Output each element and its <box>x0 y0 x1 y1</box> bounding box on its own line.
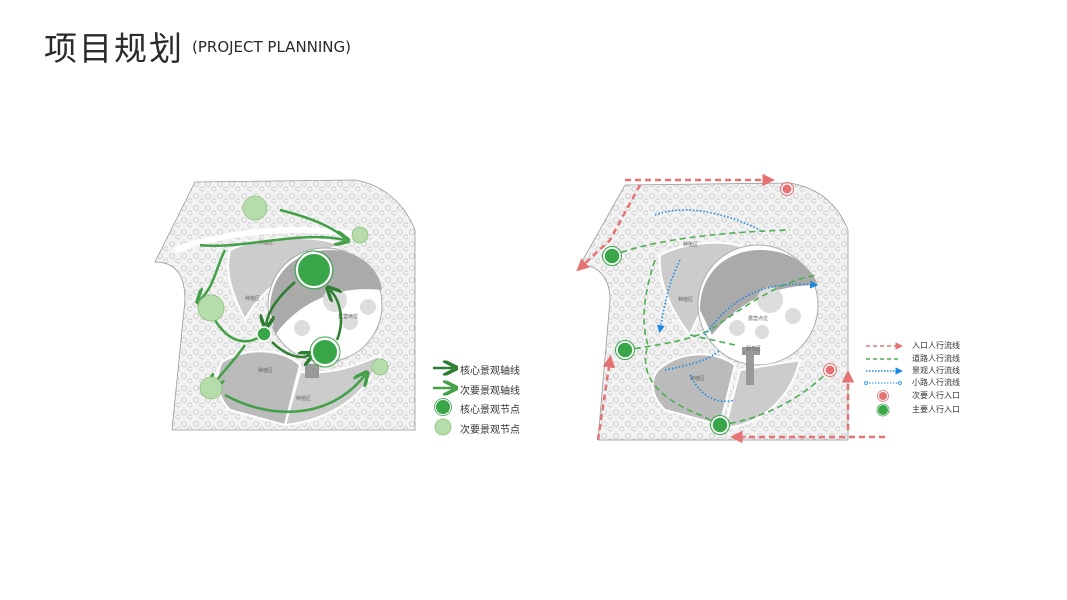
zone-label: 种植区 <box>678 296 693 303</box>
dark-green-circle-icon <box>434 398 452 416</box>
secondary-nodes <box>197 195 389 400</box>
page-title: 项目规划 <box>44 29 184 68</box>
left-site-plan: 种植区 种植区 种植区 种植区 露营点位 <box>154 179 416 431</box>
light-green-circle-icon <box>434 418 452 436</box>
pink-circle-icon <box>877 390 889 402</box>
zone-label: 种植区 <box>296 395 311 402</box>
blue-dotted-line-icon <box>864 381 902 385</box>
core-nodes <box>256 250 341 368</box>
legend-secondary-node: 次要景观节点 <box>460 425 520 436</box>
legend-core-axis: 核心景观轴线 <box>460 366 520 377</box>
zone-label: 种植区 <box>258 367 273 374</box>
service-label: 服务区 <box>746 345 761 352</box>
legend-entry-flow: 入口人行流线 <box>912 341 960 350</box>
main-entrances <box>602 246 730 435</box>
page-subtitle: (PROJECT PLANNING) <box>192 38 352 56</box>
legend-secondary-entrance: 次要人行入口 <box>912 391 960 400</box>
green-circle-icon <box>876 403 890 417</box>
camp-label: 露营点位 <box>748 315 768 322</box>
right-site-plan: 种植区 种植区 种植区 露营点位 服务区 <box>576 173 885 444</box>
zone-label: 种植区 <box>245 295 260 302</box>
legend-landscape-flow: 景观人行流线 <box>912 366 960 375</box>
legend-path-flow: 小路人行流线 <box>912 378 960 387</box>
legend-main-entrance: 主要人行入口 <box>912 405 960 414</box>
zone-label: 种植区 <box>683 241 698 248</box>
legend-core-node: 核心景观节点 <box>460 405 520 416</box>
legend-secondary-axis: 次要景观轴线 <box>460 386 520 397</box>
legend-road-flow: 道路人行流线 <box>912 354 960 363</box>
secondary-entrances <box>780 182 837 377</box>
zone-label: 种植区 <box>690 375 705 382</box>
camp-label: 露营点位 <box>338 313 358 320</box>
